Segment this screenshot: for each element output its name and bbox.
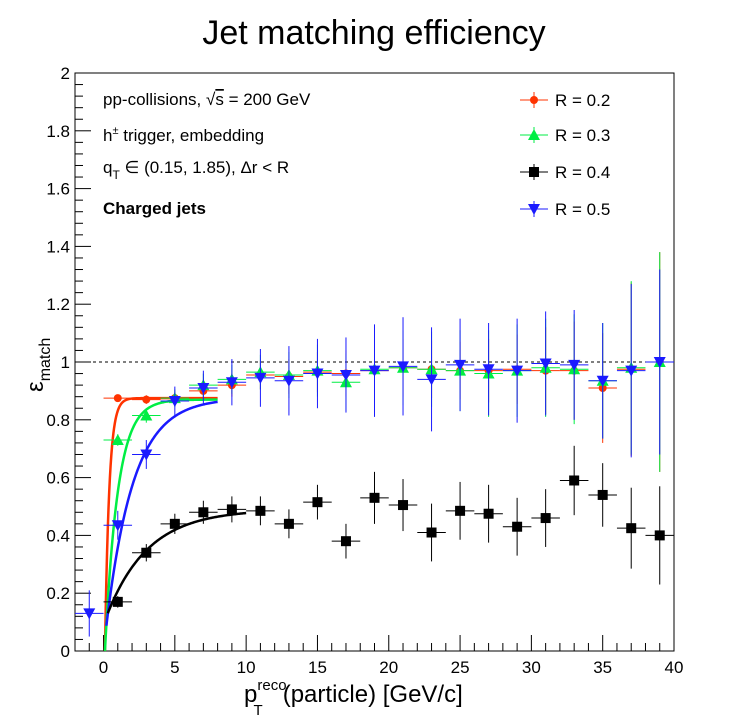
data-point xyxy=(397,361,410,373)
data-point xyxy=(225,377,238,389)
y-tick-label: 1.6 xyxy=(46,180,70,199)
legend-label: R = 0.4 xyxy=(555,163,610,182)
data-point xyxy=(540,513,551,524)
data-point xyxy=(625,365,638,377)
y-tick-label: 0.2 xyxy=(46,584,70,603)
legend-marker xyxy=(529,167,539,177)
data-point xyxy=(455,505,466,516)
data-point xyxy=(654,530,665,541)
data-point xyxy=(425,374,438,386)
data-point xyxy=(311,368,324,380)
data-point xyxy=(254,372,267,384)
legend-item: R = 0.2 xyxy=(520,91,610,110)
y-tick-label: 2 xyxy=(61,64,70,83)
data-point xyxy=(140,449,153,461)
data-point xyxy=(197,383,210,395)
data-point xyxy=(398,500,409,511)
data-point xyxy=(140,409,153,421)
data-point xyxy=(283,518,294,529)
data-point xyxy=(255,505,266,516)
data-point xyxy=(569,475,580,486)
legend-item: R = 0.4 xyxy=(520,163,610,182)
axes: 0 5 10 15 20 25 30 35 40 0 0.2 0.4 0.6 0.8 1 1.2 1.4 1.6 1… xyxy=(46,64,683,677)
legend: R = 0.2 R = 0.3 R = 0.4 R = 0.5 xyxy=(520,91,610,219)
x-tick-label: 0 xyxy=(99,658,108,677)
x-tick-label: 5 xyxy=(170,658,179,677)
data-point xyxy=(168,396,181,408)
x-tick-label: 25 xyxy=(451,658,470,677)
x-tick-label: 10 xyxy=(237,658,256,677)
annotation-charged-jets: Charged jets xyxy=(103,199,206,218)
annotation-qt-range: qT ∈ (0.15, 1.85), Δr < R xyxy=(103,158,289,182)
fit-curve xyxy=(103,398,218,652)
legend-label: R = 0.2 xyxy=(555,91,610,110)
y-tick-label: 0.6 xyxy=(46,469,70,488)
legend-marker xyxy=(528,204,540,215)
y-tick-label: 1.4 xyxy=(46,237,70,256)
legend-item: R = 0.5 xyxy=(520,200,610,219)
data-point xyxy=(111,520,124,532)
y-axis-title: εmatch xyxy=(22,338,54,392)
data-point xyxy=(568,359,581,371)
data-point xyxy=(653,357,666,368)
y-tick-label: 0.8 xyxy=(46,411,70,430)
data-point xyxy=(626,523,637,534)
data-point xyxy=(142,395,151,404)
legend-marker xyxy=(530,96,538,104)
data-point xyxy=(482,364,495,376)
annotation-collisions: pp-collisions, √s = 200 GeV xyxy=(103,90,311,109)
data-point xyxy=(596,375,609,387)
data-point xyxy=(169,518,180,529)
legend-label: R = 0.3 xyxy=(555,126,610,145)
legend-label: R = 0.5 xyxy=(555,200,610,219)
annotation-trigger: h± trigger, embedding xyxy=(103,125,264,145)
data-point xyxy=(454,359,467,371)
annotation-block: pp-collisions, √s = 200 GeV h± trigger, … xyxy=(103,90,311,218)
data-point xyxy=(340,536,351,547)
fit-curve xyxy=(105,400,218,626)
chart-title: Jet matching efficiency xyxy=(202,14,545,52)
x-tick-label: 35 xyxy=(593,658,612,677)
data-point xyxy=(597,489,608,500)
series xyxy=(75,269,674,637)
data-point xyxy=(512,521,523,532)
data-point xyxy=(83,608,96,620)
data-point xyxy=(539,358,552,370)
y-tick-label: 1 xyxy=(61,353,70,372)
legend-marker xyxy=(528,129,540,140)
data-point xyxy=(112,596,123,607)
data-point xyxy=(483,508,494,519)
y-tick-label: 0 xyxy=(61,642,70,661)
fit-curve xyxy=(106,511,247,614)
series xyxy=(103,445,674,608)
data-point xyxy=(339,370,352,382)
x-tick-label: 30 xyxy=(522,658,541,677)
data-point xyxy=(198,507,209,518)
data-point xyxy=(111,434,124,446)
data-point xyxy=(312,497,323,508)
y-tick-label: 1.8 xyxy=(46,122,70,141)
data-point xyxy=(282,375,295,387)
data-point xyxy=(226,504,237,515)
x-tick-label: 15 xyxy=(308,658,327,677)
y-tick-label: 1.2 xyxy=(46,295,70,314)
y-tick-label: 0.4 xyxy=(46,526,70,545)
x-tick-label: 40 xyxy=(665,658,684,677)
data-point xyxy=(369,492,380,503)
data-point xyxy=(511,365,524,377)
data-point xyxy=(141,547,152,558)
x-tick-label: 20 xyxy=(379,658,398,677)
x-axis-title: preco T(particle) [GeV/c] xyxy=(244,677,463,719)
data-series xyxy=(75,252,674,637)
data-point xyxy=(113,394,122,403)
data-point xyxy=(426,527,437,538)
data-point xyxy=(368,365,381,377)
legend-item: R = 0.3 xyxy=(520,126,610,145)
